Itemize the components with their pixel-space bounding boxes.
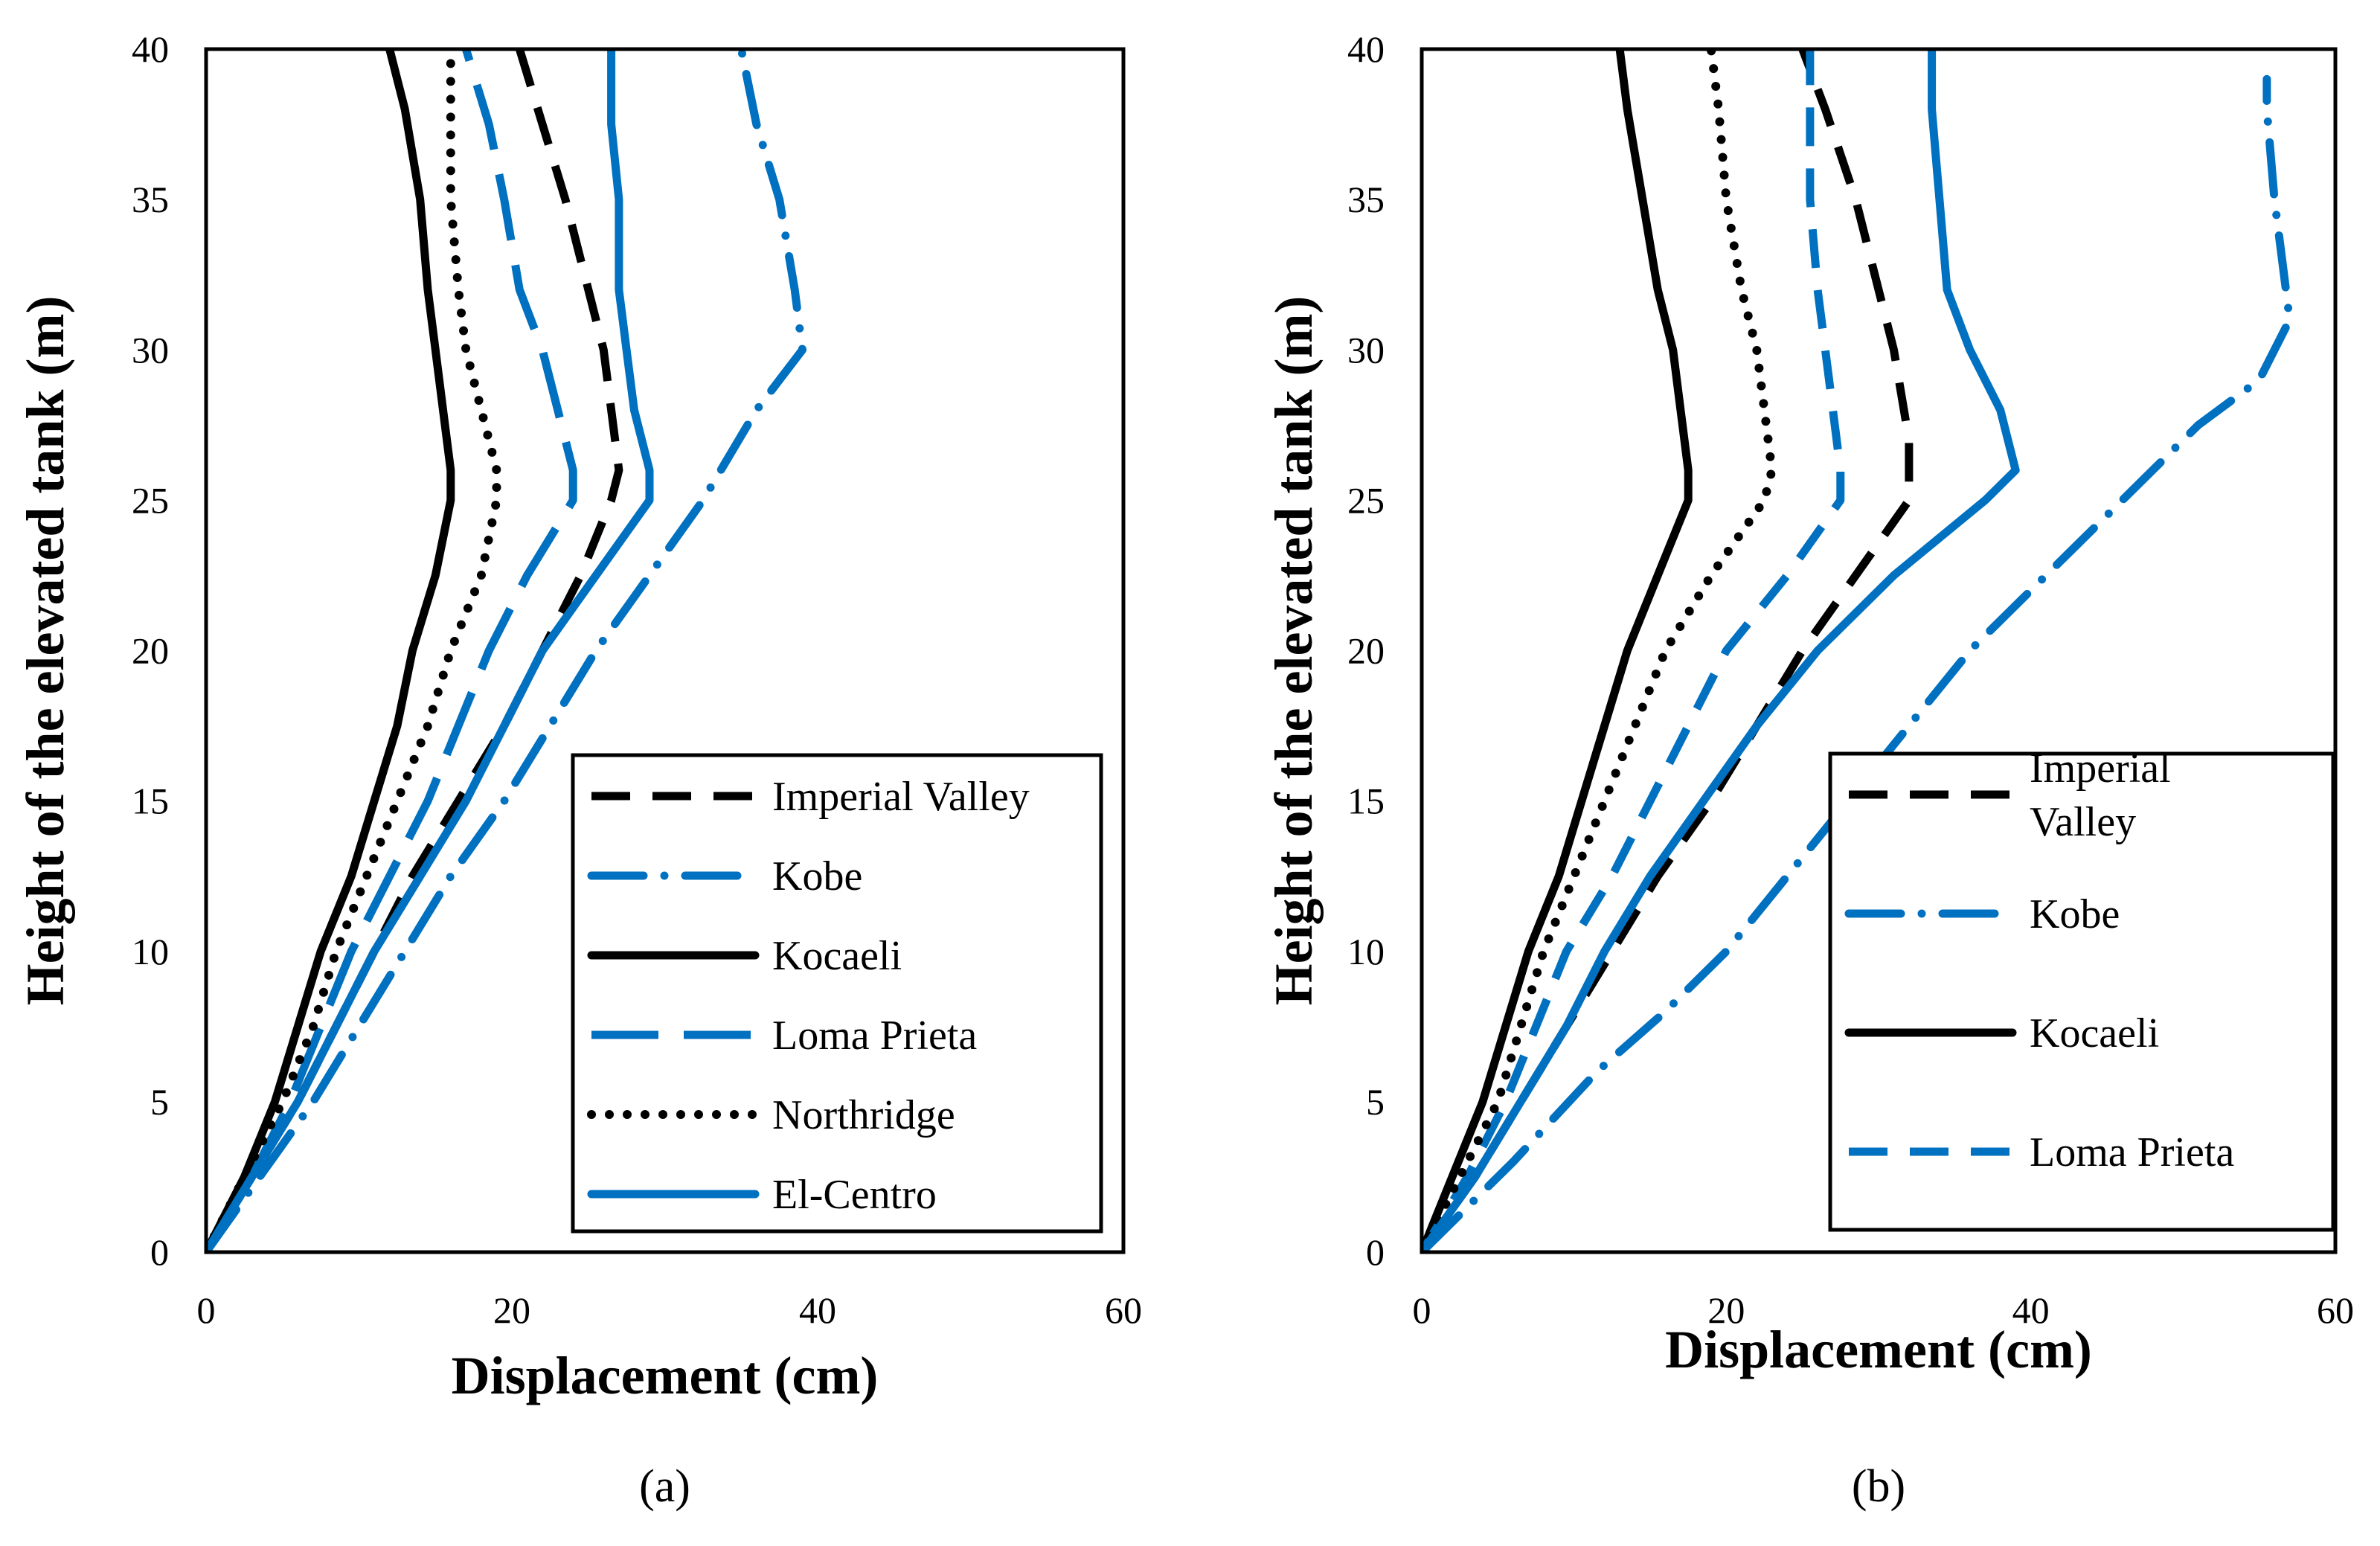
y-tick-label: 5 — [1366, 1081, 1385, 1123]
y-tick-label: 15 — [132, 780, 169, 822]
plot-frame — [204, 47, 1126, 1254]
series-group — [206, 49, 806, 1252]
figure-caption: (b) — [1852, 1461, 1905, 1512]
y-tick-label: 25 — [1347, 479, 1385, 521]
x-tick-label: 60 — [2317, 1289, 2354, 1331]
y-tick-label: 30 — [1347, 329, 1385, 371]
y-tick-label: 0 — [150, 1231, 169, 1273]
y-tick-label: 10 — [132, 931, 169, 972]
legend-label: Kobe — [772, 853, 862, 899]
x-axis-title: Displacement (cm) — [1665, 1320, 2092, 1379]
series-line-northridge — [206, 49, 501, 1252]
x-tick-label: 20 — [493, 1289, 530, 1331]
y-axis-title: Height of the elevated tank (m) — [16, 296, 75, 1006]
chart-a: 0 20 40 60 0 5 10 15 20 25 30 35 40 Displacement (cm)… — [16, 28, 1142, 1512]
legend-label: Imperial — [2030, 745, 2171, 792]
x-tick-label: 0 — [197, 1289, 216, 1331]
legend-label: Imperial Valley — [772, 774, 1030, 820]
legend-label: Valley — [2030, 799, 2136, 845]
y-tick-label: 30 — [132, 329, 169, 371]
legend-label: Loma Prieta — [772, 1013, 977, 1059]
series-line-el-centro — [206, 49, 654, 1252]
y-tick-label: 5 — [150, 1081, 169, 1123]
y-axis-title: Height of the elevated tank (m) — [1264, 296, 1324, 1006]
series-line-loma-prieta — [206, 49, 577, 1252]
y-tick-label: 40 — [132, 28, 169, 70]
x-tick-label: 40 — [799, 1289, 836, 1331]
series-line-kocaeli — [206, 49, 455, 1252]
legend: Imperial Valley Kobe Kocaeli Loma Prieta Nor… — [571, 753, 1103, 1234]
legend-label: Kocaeli — [772, 933, 902, 979]
y-tick-label: 0 — [1366, 1231, 1385, 1273]
x-axis-title: Displacement (cm) — [452, 1346, 879, 1405]
legend: Imperial Valley Kobe Kocaeli Loma Prieta — [1828, 745, 2335, 1232]
legend-label: El-Centro — [772, 1172, 937, 1218]
x-tick-label: 60 — [1105, 1289, 1142, 1331]
series-line-kobe — [1422, 74, 2294, 1252]
x-tick-label: 20 — [1707, 1289, 1745, 1331]
series-line-kocaeli — [1422, 49, 1693, 1252]
y-tick-label: 35 — [1347, 179, 1385, 220]
y-tick-label: 35 — [132, 179, 169, 220]
plot-frame — [1420, 47, 2338, 1254]
legend-label: Kobe — [2030, 891, 2120, 937]
y-tick-label: 20 — [1347, 630, 1385, 672]
y-tick-label: 25 — [132, 479, 169, 521]
legend-label: Kocaeli — [2030, 1010, 2159, 1056]
series-group — [1422, 49, 2294, 1252]
legend-label: Loma Prieta — [2030, 1129, 2234, 1175]
series-line-el-centro — [1422, 49, 2020, 1252]
x-tick-label: 0 — [1413, 1289, 1431, 1331]
legend-label: Northridge — [772, 1092, 955, 1138]
y-tick-label: 15 — [1347, 780, 1385, 822]
x-tick-label: 40 — [2012, 1289, 2050, 1331]
series-line-northridge — [1422, 49, 1777, 1252]
y-tick-label: 10 — [1347, 931, 1385, 972]
figure-caption: (a) — [639, 1461, 690, 1512]
series-line-kobe — [206, 49, 806, 1252]
y-tick-label: 40 — [1347, 28, 1385, 70]
y-tick-label: 20 — [132, 630, 169, 672]
